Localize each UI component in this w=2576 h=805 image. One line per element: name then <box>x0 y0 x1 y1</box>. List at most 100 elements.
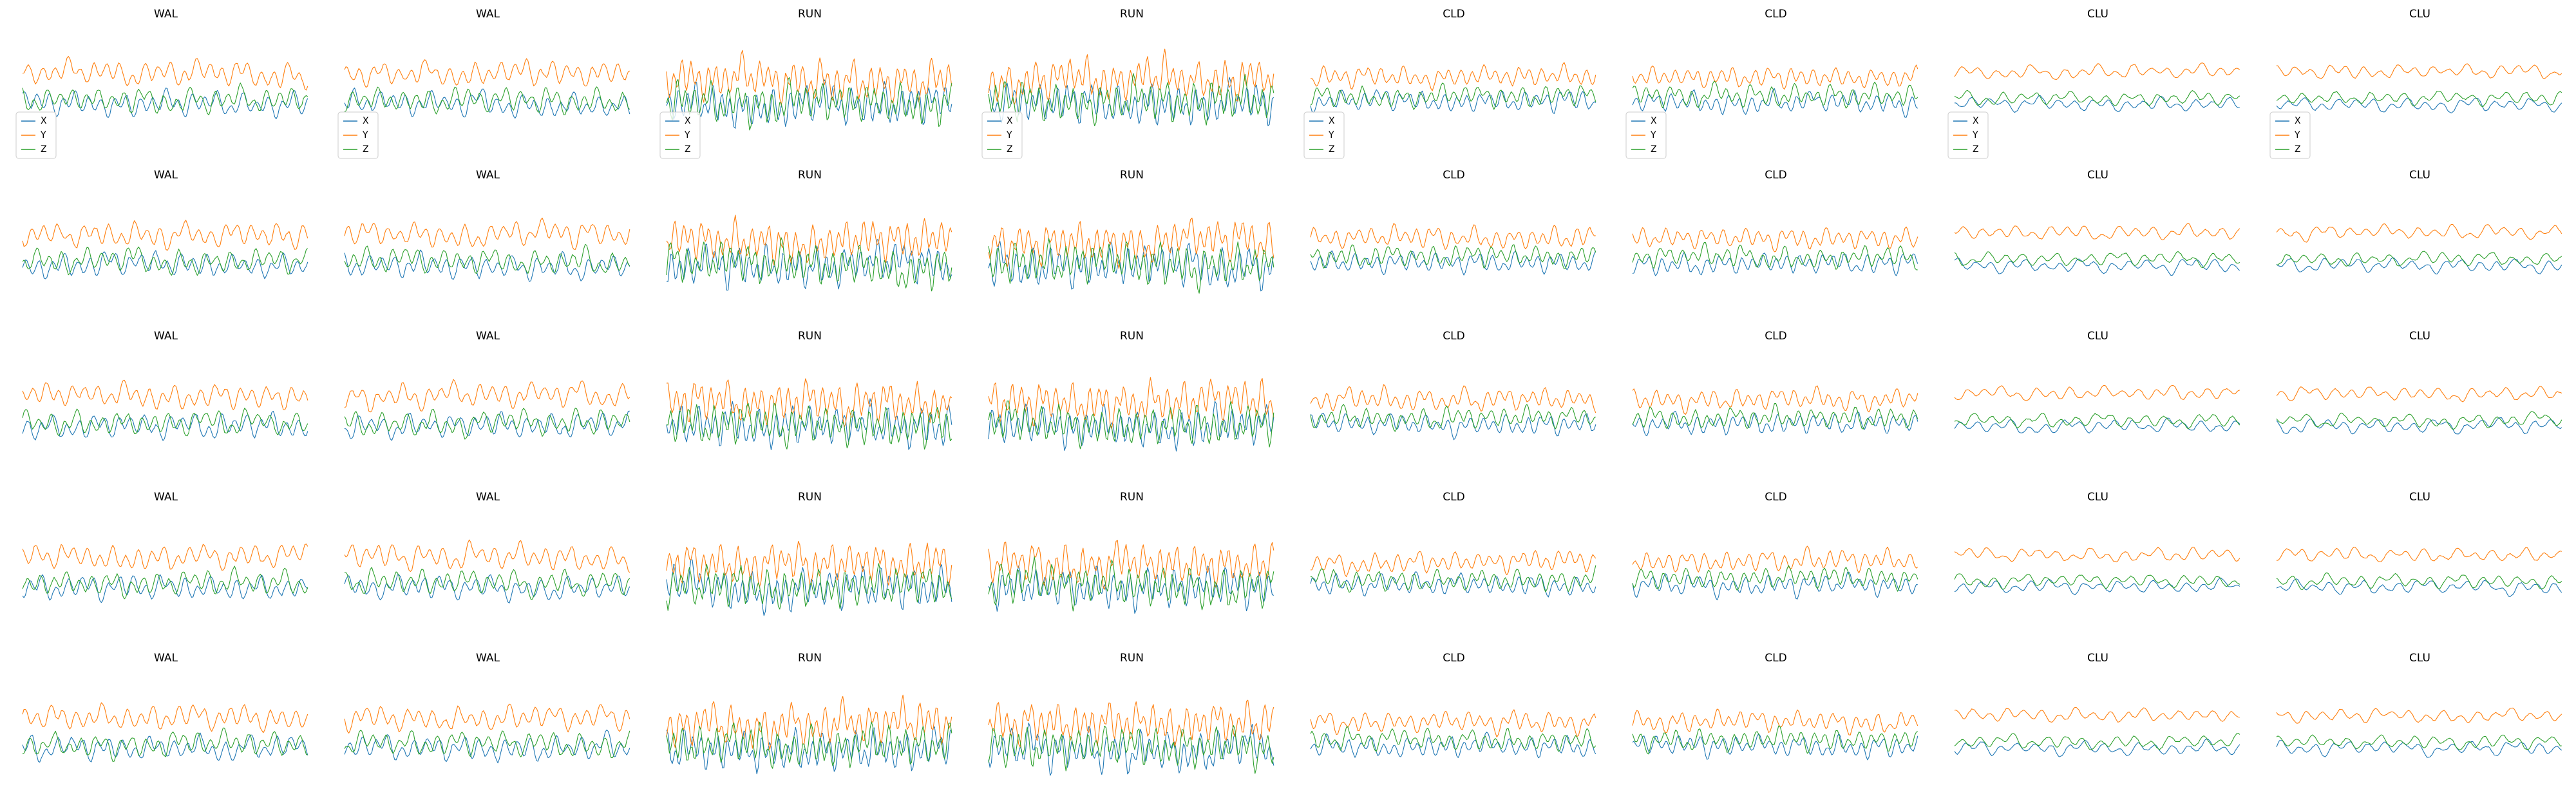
series-line-y <box>988 540 1274 590</box>
subplot-r3-c3: RUN <box>666 330 952 450</box>
series-line-x <box>666 239 952 291</box>
subplot-r4-c6: CLD <box>1632 491 1918 601</box>
legend-label-z: Z <box>685 144 691 155</box>
series-line-x <box>666 559 952 616</box>
subplot-r5-c1: WAL <box>22 652 308 763</box>
series-line-y <box>1632 385 1918 415</box>
subplot-title: WAL <box>476 652 500 665</box>
series-line-x <box>1632 88 1918 118</box>
series-line-x <box>666 79 952 129</box>
subplot-title: WAL <box>476 8 500 21</box>
series-line-z <box>666 721 952 769</box>
series-line-z <box>1954 251 2240 269</box>
subplot-r5-c5: CLD <box>1310 652 1596 759</box>
legend-label-x: X <box>363 116 369 126</box>
subplot-title: WAL <box>154 8 178 21</box>
subplot-title: RUN <box>798 169 822 182</box>
subplot-r2-c4: RUN <box>988 169 1274 294</box>
subplot-r4-c1: WAL <box>22 491 308 603</box>
subplot-r3-c7: CLU <box>1954 330 2240 434</box>
subplot-r2-c6: CLD <box>1632 169 1918 276</box>
subplot-title: WAL <box>476 491 500 504</box>
subplot-title: RUN <box>1120 491 1144 504</box>
series-line-z <box>1632 725 1918 755</box>
legend: XYZ <box>1947 111 1989 159</box>
series-line-x <box>988 723 1274 776</box>
legend: XYZ <box>659 111 701 159</box>
series-line-z <box>344 86 630 115</box>
subplot-r4-c8: CLU <box>2276 491 2562 598</box>
subplot-r5-c4: RUN <box>988 652 1274 776</box>
series-line-z <box>2276 411 2562 430</box>
subplot-title: CLD <box>1443 491 1464 504</box>
legend: XYZ <box>2269 111 2311 159</box>
series-line-y <box>2276 386 2562 402</box>
series-line-z <box>1954 573 2240 590</box>
series-line-y <box>22 702 308 734</box>
subplot-title: RUN <box>1120 169 1144 182</box>
series-line-y <box>344 58 630 88</box>
series-line-z <box>2276 572 2562 590</box>
subplot-title: CLD <box>1765 652 1786 665</box>
series-line-z <box>1632 242 1918 270</box>
series-line-z <box>1632 565 1918 592</box>
series-line-x <box>22 732 308 763</box>
series-line-x <box>2276 97 2562 114</box>
series-line-y <box>1632 545 1918 574</box>
subplot-title: CLU <box>2409 169 2430 182</box>
series-line-x <box>1310 89 1596 114</box>
subplot-r2-c2: WAL <box>344 169 630 282</box>
subplot-r5-c3: RUN <box>666 652 952 775</box>
series-line-y <box>344 379 630 413</box>
subplot-r3-c2: WAL <box>344 330 630 441</box>
subplot-title: CLD <box>1765 8 1786 21</box>
legend-label-y: Y <box>1328 130 1334 140</box>
series-line-x <box>1632 411 1918 437</box>
series-line-z <box>1954 732 2240 750</box>
series-line-x <box>1632 733 1918 761</box>
series-line-x <box>344 729 630 764</box>
subplot-title: WAL <box>154 491 178 504</box>
subplot-r4-c5: CLD <box>1310 491 1596 598</box>
subplot-title: RUN <box>1120 8 1144 21</box>
series-line-x <box>344 249 630 282</box>
series-line-z <box>1310 726 1596 752</box>
series-line-z <box>666 402 952 450</box>
subplot-r1-c1: WAL XYZ <box>15 8 308 159</box>
series-line-z <box>22 727 308 762</box>
series-line-z <box>344 730 630 758</box>
series-line-z <box>1954 90 2240 106</box>
legend: XYZ <box>1303 111 1345 159</box>
subplot-r5-c8: CLU <box>2276 652 2562 758</box>
subplot-title: RUN <box>798 491 822 504</box>
series-line-y <box>22 544 308 571</box>
series-line-y <box>22 220 308 251</box>
series-line-x <box>988 401 1274 452</box>
subplot-title: CLU <box>2087 652 2108 665</box>
series-line-z <box>1310 404 1596 432</box>
series-line-x <box>1954 258 2240 276</box>
legend: XYZ <box>981 111 1023 159</box>
subplot-title: CLU <box>2409 330 2430 343</box>
series-line-z <box>988 556 1274 612</box>
series-line-y <box>988 377 1274 430</box>
series-line-x <box>344 87 630 119</box>
series-line-x <box>1954 95 2240 113</box>
series-line-x <box>666 398 952 450</box>
legend-label-x: X <box>2295 116 2301 126</box>
series-line-y <box>2276 63 2562 79</box>
series-line-y <box>1954 547 2240 563</box>
legend-label-x: X <box>1007 116 1013 126</box>
series-line-y <box>1954 62 2240 80</box>
series-line-y <box>344 218 630 251</box>
series-line-z <box>988 725 1274 774</box>
series-line-y <box>666 378 952 428</box>
series-line-y <box>1632 708 1918 735</box>
series-line-y <box>988 48 1274 106</box>
subplot-r5-c6: CLD <box>1632 652 1918 761</box>
subplot-title: CLD <box>1765 491 1786 504</box>
series-line-y <box>1310 384 1596 413</box>
series-line-x <box>988 565 1274 614</box>
series-line-x <box>1310 571 1596 598</box>
subplot-r1-c7: CLU XYZ <box>1947 8 2240 159</box>
